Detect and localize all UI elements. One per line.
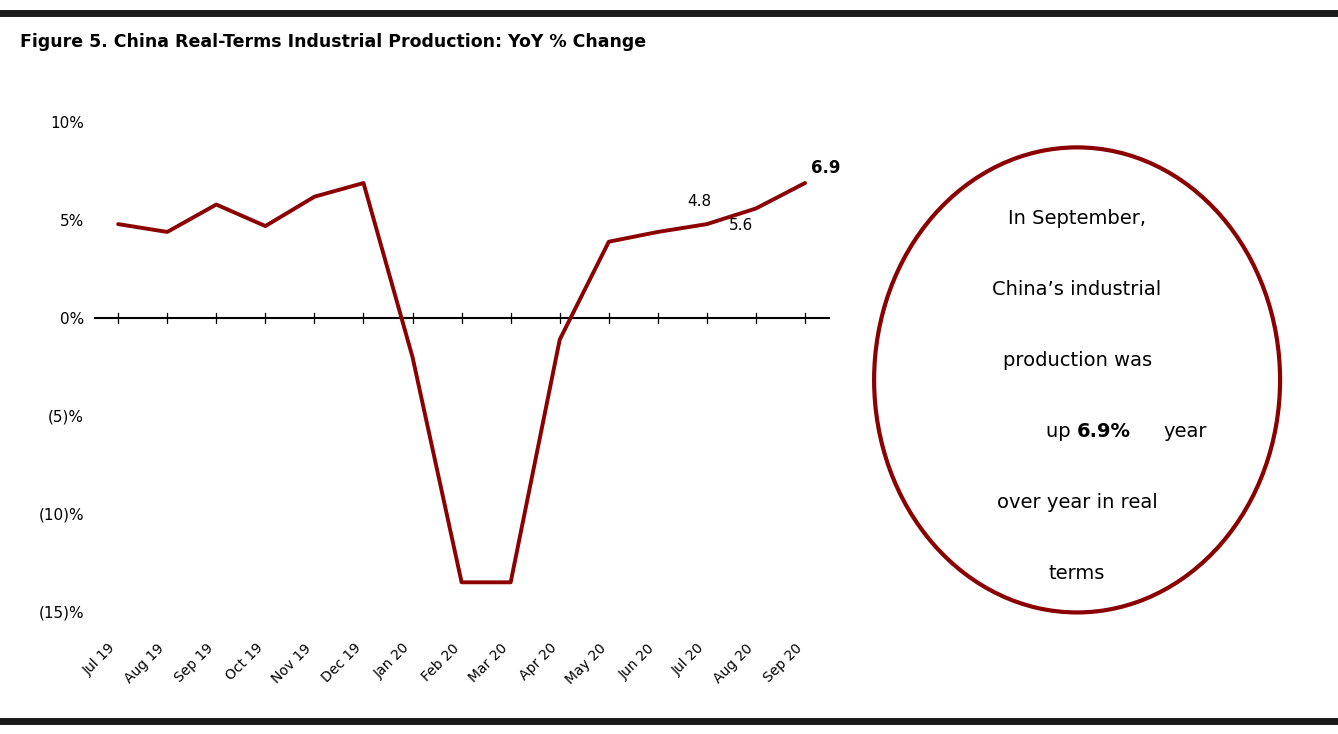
Text: terms: terms <box>1049 564 1105 584</box>
Text: 5.6: 5.6 <box>729 218 753 233</box>
Text: over year in real: over year in real <box>997 493 1157 512</box>
Text: Figure 5. China Real-Terms Industrial Production: YoY % Change: Figure 5. China Real-Terms Industrial Pr… <box>20 33 646 51</box>
Text: year: year <box>1164 422 1207 441</box>
Text: In September,: In September, <box>1008 209 1147 228</box>
Text: 6.9%: 6.9% <box>1077 422 1131 441</box>
Text: 4.8: 4.8 <box>688 195 712 209</box>
Text: up: up <box>1046 422 1077 441</box>
Text: China’s industrial: China’s industrial <box>993 280 1161 299</box>
Text: 6.9: 6.9 <box>811 159 840 177</box>
Text: production was: production was <box>1002 351 1152 370</box>
